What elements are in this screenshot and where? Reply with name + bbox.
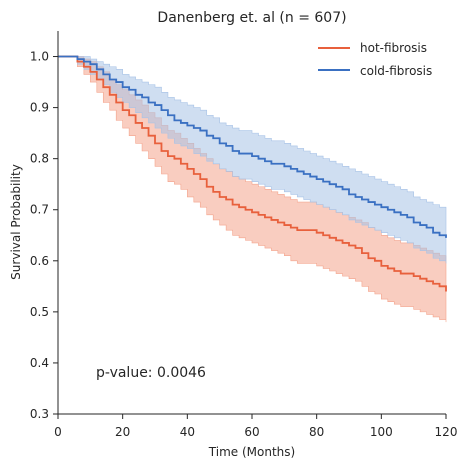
x-axis-label: Time (Months): [208, 445, 295, 459]
x-tick-label: 80: [309, 425, 324, 439]
legend: hot-fibrosis cold-fibrosis: [318, 41, 432, 78]
x-tick-label: 20: [115, 425, 130, 439]
y-tick-label: 0.3: [30, 407, 49, 421]
y-tick-label: 0.7: [30, 203, 49, 217]
y-tick-label: 1.0: [30, 50, 49, 64]
x-tick-label: 60: [244, 425, 259, 439]
x-tick-label: 120: [435, 425, 458, 439]
y-axis-label: Survival Probability: [9, 164, 23, 280]
y-axis-ticks: 0.3 0.4 0.5 0.6 0.7 0.8 0.9 1.0: [30, 50, 58, 421]
y-tick-label: 0.9: [30, 101, 49, 115]
survival-curves: [58, 55, 447, 292]
confidence-bands: [58, 56, 447, 323]
x-axis-ticks: 0 20 40 60 80 100 120: [54, 414, 457, 439]
x-tick-label: 100: [370, 425, 393, 439]
y-tick-label: 0.6: [30, 254, 49, 268]
survival-line-cold-fibrosis: [58, 55, 447, 238]
legend-label-hot-fibrosis: hot-fibrosis: [360, 41, 427, 55]
y-tick-label: 0.8: [30, 152, 49, 166]
survival-line-hot-fibrosis: [58, 55, 447, 292]
ci-band-cold-fibrosis: [58, 56, 447, 264]
y-tick-label: 0.4: [30, 356, 49, 370]
p-value-annotation: p-value: 0.0046: [96, 365, 206, 381]
chart-title: Danenberg et. al (n = 607): [157, 10, 346, 26]
x-tick-label: 40: [180, 425, 195, 439]
y-tick-label: 0.5: [30, 305, 49, 319]
legend-label-cold-fibrosis: cold-fibrosis: [360, 64, 432, 78]
x-tick-label: 0: [54, 425, 62, 439]
